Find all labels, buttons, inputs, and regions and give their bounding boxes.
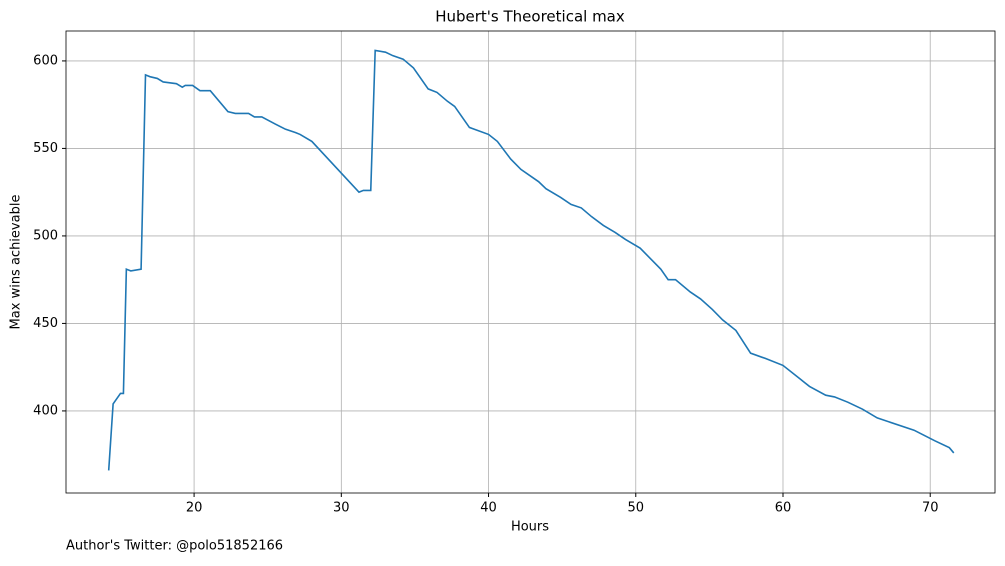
plot-frame <box>65 30 996 494</box>
x-tick-label: 70 <box>922 501 939 516</box>
x-tick-label: 20 <box>186 501 203 516</box>
y-tick-label: 550 <box>33 141 58 156</box>
y-axis-label: Max wins achievable <box>9 195 24 330</box>
y-tick-label: 450 <box>33 316 58 331</box>
x-tick-label: 40 <box>480 501 497 516</box>
x-tick-label: 50 <box>627 501 644 516</box>
x-axis-label: Hours <box>511 520 549 535</box>
annotation: Author's Twitter: @polo51852166 <box>66 539 283 554</box>
data-line <box>107 49 955 471</box>
y-tick-label: 600 <box>33 53 58 68</box>
chart-title: Hubert's Theoretical max <box>435 8 625 26</box>
y-tick-label: 400 <box>33 403 58 418</box>
x-tick-label: 60 <box>775 501 792 516</box>
y-tick-label: 500 <box>33 228 58 243</box>
x-tick-label: 30 <box>333 501 350 516</box>
